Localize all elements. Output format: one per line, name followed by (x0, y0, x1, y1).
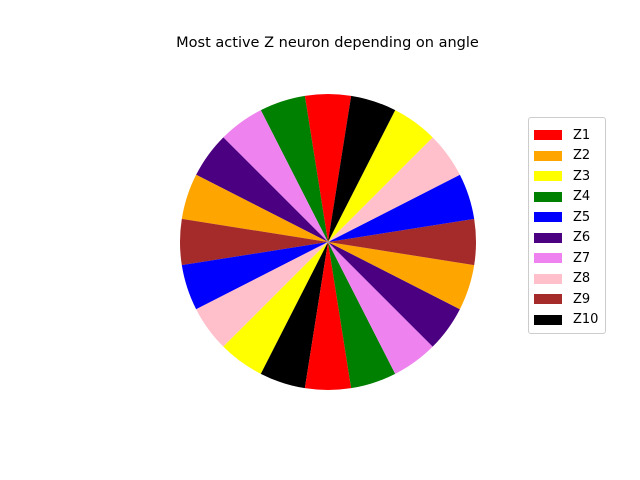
legend-item-z4: Z4 (534, 187, 605, 208)
pie-slice-z5-16 (328, 174, 475, 242)
legend-swatch-z9 (534, 294, 562, 305)
pie-slice-z2-4 (181, 174, 328, 242)
pie-slice-z8-7 (196, 242, 328, 347)
pie-slice-z6-13 (328, 242, 460, 347)
legend-item-z6: Z6 (534, 228, 605, 249)
pie-slice-z9-15 (328, 218, 477, 266)
legend-swatch-z7 (534, 253, 562, 264)
legend-label-z6: Z6 (573, 230, 591, 246)
legend-swatch-z6 (534, 232, 562, 243)
pie-slice-z4-11 (328, 242, 396, 389)
legend-label-z4: Z4 (573, 189, 591, 205)
legend-item-z10: Z10 (534, 310, 605, 331)
legend-label-z10: Z10 (573, 312, 599, 328)
legend-item-z3: Z3 (534, 166, 605, 187)
legend-item-z7: Z7 (534, 248, 605, 269)
legend-swatch-z2 (534, 150, 562, 161)
pie-slice-z10-19 (328, 95, 396, 242)
legend-item-z1: Z1 (534, 125, 605, 146)
legend-item-z9: Z9 (534, 289, 605, 310)
pie-slice-z9-5 (179, 218, 328, 266)
legend: Z1 Z2 Z3 Z4 Z5 Z6 Z7 Z8 Z9 Z10 (528, 117, 606, 334)
legend-label-z9: Z9 (573, 291, 591, 307)
legend-label-z3: Z3 (573, 168, 591, 184)
pie-slice-z5-6 (181, 242, 328, 310)
pie-slice-z3-8 (223, 242, 328, 374)
legend-swatch-z4 (534, 191, 562, 202)
legend-swatch-z1 (534, 130, 562, 141)
legend-swatch-z3 (534, 171, 562, 182)
legend-swatch-z8 (534, 273, 562, 284)
legend-label-z7: Z7 (573, 250, 591, 266)
legend-label-z2: Z2 (573, 148, 591, 164)
legend-item-z5: Z5 (534, 207, 605, 228)
pie-slice-z3-18 (328, 110, 433, 242)
legend-label-z1: Z1 (573, 127, 591, 143)
legend-label-z5: Z5 (573, 209, 591, 225)
legend-swatch-z10 (534, 314, 562, 325)
pie-slice-z10-9 (260, 242, 328, 389)
legend-label-z8: Z8 (573, 271, 591, 287)
pie-slice-z7-2 (223, 110, 328, 242)
legend-swatch-z5 (534, 212, 562, 223)
pie-slice-z4-1 (260, 95, 328, 242)
legend-item-z2: Z2 (534, 146, 605, 167)
pie-slice-z7-12 (328, 242, 433, 374)
pie-slice-z1-0 (304, 93, 352, 242)
chart-title: Most active Z neuron depending on angle (176, 35, 479, 51)
pie-slice-z1-10 (304, 242, 352, 391)
pie-slice-z2-14 (328, 242, 475, 310)
pie-slice-z8-17 (328, 137, 460, 242)
legend-item-z8: Z8 (534, 269, 605, 290)
pie-slice-z6-3 (196, 137, 328, 242)
